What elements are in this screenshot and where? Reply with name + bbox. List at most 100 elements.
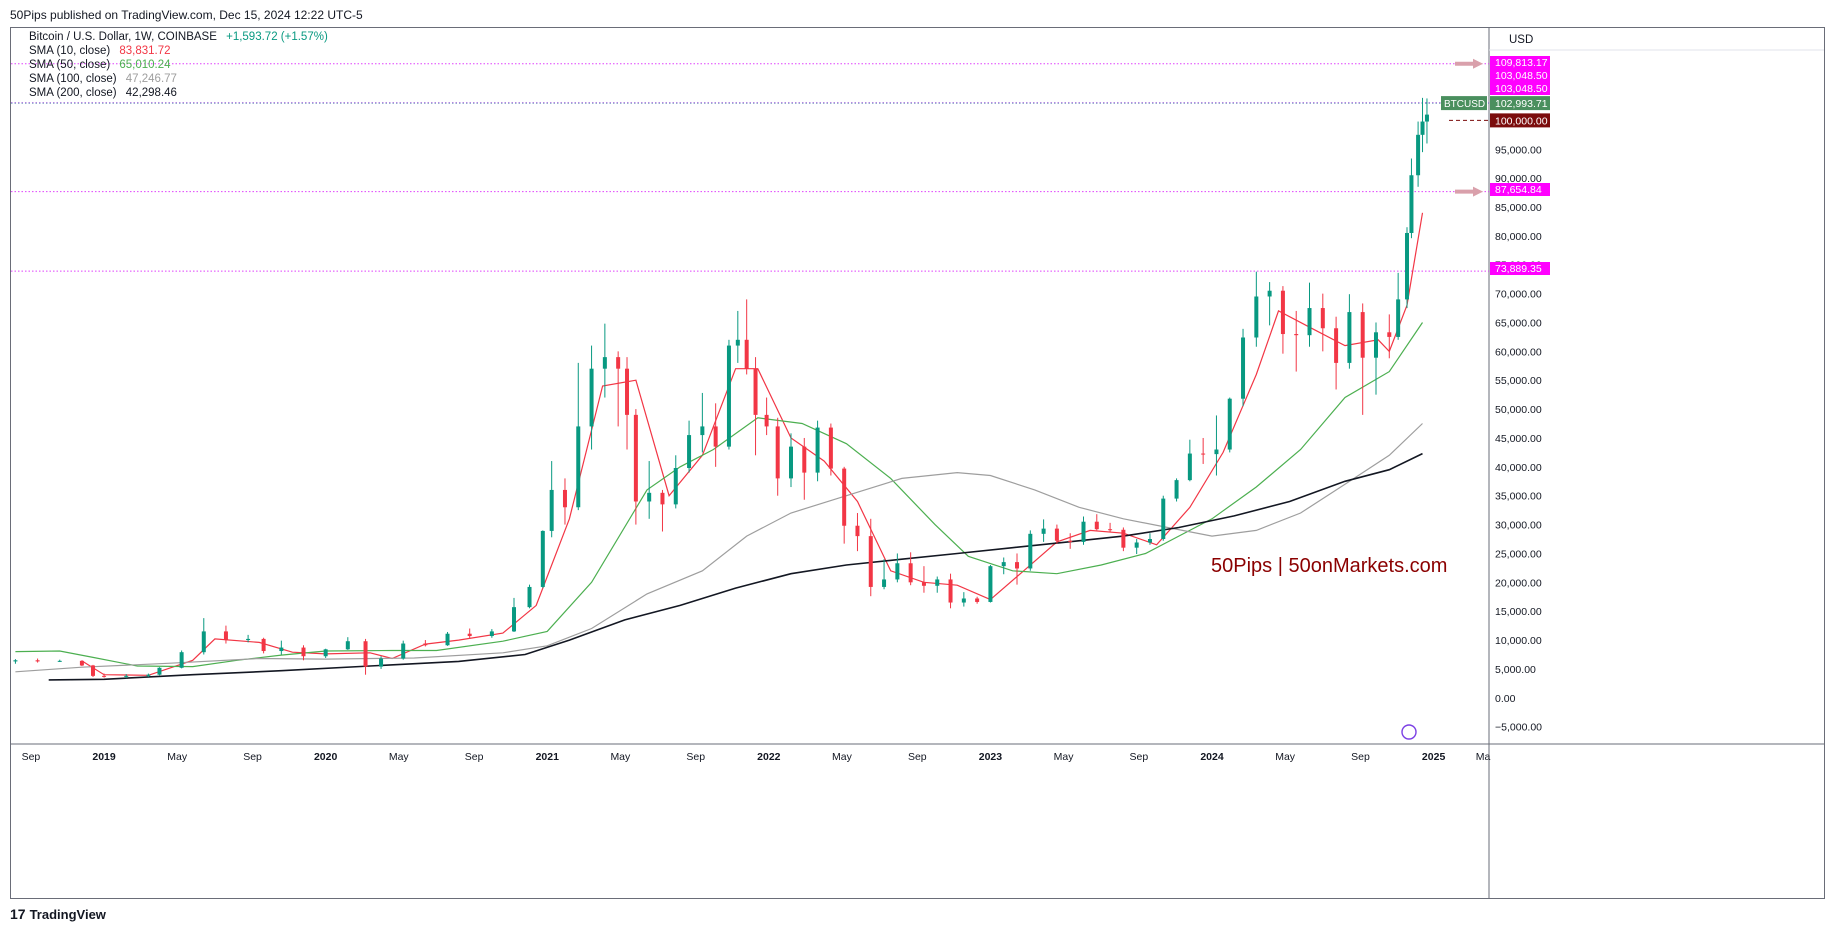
level-tag-bg: [1490, 262, 1550, 275]
price-tick-label: 40,000.00: [1495, 462, 1542, 474]
candle-body: [1174, 480, 1179, 499]
candle-body: [1161, 498, 1166, 540]
candle-body: [1360, 312, 1365, 358]
sma-line: [15, 322, 1423, 668]
candle-body: [868, 536, 873, 587]
candle-body: [616, 357, 621, 369]
candle-body: [842, 468, 847, 526]
candle-body: [562, 489, 567, 508]
candle-body: [1254, 296, 1259, 338]
time-tick-label: Sep: [686, 751, 705, 763]
legend-sma50[interactable]: SMA (50, close) 65,010.24: [29, 59, 171, 71]
time-tick-label: Sep: [22, 751, 41, 763]
candle-body: [261, 638, 266, 652]
legend-sma10-value: 83,831.72: [119, 45, 171, 57]
candle-body: [1347, 312, 1352, 363]
candle-body: [726, 345, 731, 447]
round-level-tag-bg: [1490, 113, 1550, 128]
candle-body: [633, 414, 638, 502]
currency-label: USD: [1509, 34, 1533, 46]
level-arrow-icon: [1455, 58, 1483, 69]
legend-sma100[interactable]: SMA (100, close) 47,246.77: [29, 73, 177, 85]
price-tick-label: −5,000.00: [1495, 722, 1542, 734]
level-tag-bg: [1490, 69, 1550, 82]
legend-sma200[interactable]: SMA (200, close) 42,298.46: [29, 87, 177, 99]
time-tick-label: May: [167, 751, 188, 763]
round-level-label: 100,000.00: [1495, 115, 1548, 127]
candle-body: [1409, 175, 1414, 233]
candle-body: [576, 426, 581, 508]
time-tick-label: Sep: [1351, 751, 1370, 763]
price-tick-label: 65,000.00: [1495, 317, 1542, 329]
candle-body: [921, 582, 926, 586]
legend-sma100-value: 47,246.77: [125, 73, 177, 85]
candle-body: [146, 674, 151, 676]
candle-body: [445, 633, 450, 646]
candle-body: [1307, 308, 1312, 336]
watermark-text: 50Pips | 50onMarkets.com: [1211, 555, 1447, 577]
candle-body: [57, 660, 62, 662]
time-tick-label: Sep: [908, 751, 927, 763]
time-tick-label: 2023: [979, 751, 1003, 763]
price-tick-label: 15,000.00: [1495, 606, 1542, 618]
symbol-tag-label: BTCUSD: [1444, 99, 1485, 110]
legend-sma200-value: 42,298.46: [125, 87, 177, 99]
candle-body: [1280, 290, 1285, 335]
candle-body: [882, 579, 887, 587]
price-tick-label: 85,000.00: [1495, 202, 1542, 214]
publish-header: 50Pips published on TradingView.com, Dec…: [10, 8, 363, 22]
price-tick-label: 95,000.00: [1495, 144, 1542, 156]
last-price-label: 102,993.71: [1495, 98, 1548, 110]
price-tick-label: 60,000.00: [1495, 346, 1542, 358]
chart-pane[interactable]: USD 95,000.00 90,000.00 85,000.00 80,000.00 7…: [10, 27, 1825, 899]
candle-body: [1227, 398, 1232, 450]
candle-body: [753, 368, 758, 415]
candle-body: [713, 426, 718, 447]
tradingview-footer[interactable]: 17 TradingView: [10, 906, 106, 922]
candle-body: [975, 598, 980, 602]
time-tick-label: May: [389, 751, 410, 763]
candle-body: [1373, 332, 1378, 358]
candle-body: [935, 579, 940, 586]
candle-body: [90, 665, 95, 676]
candle-body: [744, 339, 749, 369]
candle-body: [279, 647, 284, 652]
last-price-tag-bg: [1490, 96, 1550, 111]
candle-body: [512, 607, 517, 632]
candle-body: [1134, 542, 1139, 548]
candle-body: [35, 660, 40, 662]
time-tick-label: 2022: [757, 751, 781, 763]
level-tag-bg: [1490, 82, 1550, 95]
time-tick-label: May: [1054, 751, 1075, 763]
legend-symbol: Bitcoin / U.S. Dollar, 1W, COINBASE: [29, 31, 217, 43]
candle-body: [549, 489, 554, 531]
price-tick-label: 50,000.00: [1495, 404, 1542, 416]
candle-body: [625, 368, 630, 415]
candle-body: [1068, 540, 1073, 542]
time-tick-label: Sep: [243, 751, 262, 763]
price-tick-label: 70,000.00: [1495, 289, 1542, 301]
time-tick-label: May: [832, 751, 853, 763]
candle-body: [1028, 533, 1033, 569]
candle-body: [589, 368, 594, 427]
legend-sma50-label: SMA (50, close): [29, 59, 111, 71]
candle-body: [660, 492, 665, 505]
candle-body: [602, 357, 607, 369]
level-tag-label: 103,048.50: [1495, 83, 1548, 95]
sma-line: [48, 452, 1423, 681]
legend-sma10[interactable]: SMA (10, close) 83,831.72: [29, 45, 171, 57]
candle-body: [423, 643, 428, 646]
candle-body: [1334, 328, 1339, 363]
candle-body: [828, 427, 833, 469]
level-tag-label: 87,654.84: [1495, 184, 1542, 196]
legend-symbol-row[interactable]: Bitcoin / U.S. Dollar, 1W, COINBASE +1,5…: [29, 31, 328, 43]
candle-body: [1054, 528, 1059, 541]
candle-body: [961, 598, 966, 603]
candle-body: [1001, 562, 1006, 567]
level-tag-bg: [1490, 183, 1550, 196]
legend-sma100-label: SMA (100, close): [29, 73, 117, 85]
candle-body: [1094, 521, 1099, 530]
candle-body: [124, 675, 129, 677]
candle-body: [988, 566, 993, 602]
price-chart[interactable]: USD 95,000.00 90,000.00 85,000.00 80,000.00 7…: [11, 28, 1824, 898]
